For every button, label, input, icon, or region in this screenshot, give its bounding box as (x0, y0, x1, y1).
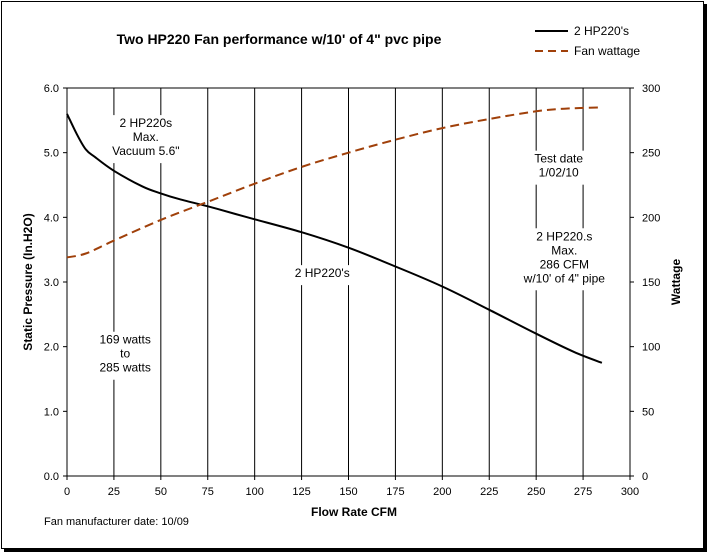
y-tick-label: 1.0 (44, 406, 59, 418)
x-tick-label: 175 (386, 486, 404, 498)
annotation-line: 2 HP220's (295, 266, 350, 280)
annotation-line: Test date (534, 152, 583, 166)
y2-axis-title: Wattage (669, 259, 683, 306)
x-tick-label: 200 (433, 486, 451, 498)
x-tick-label: 300 (621, 486, 639, 498)
annotation-line: 1/02/10 (539, 166, 579, 180)
manufacturer-date-note: Fan manufacturer date: 10/09 (44, 516, 189, 528)
y-tick-label: 2.0 (44, 342, 59, 354)
annotation-line: to (120, 347, 130, 361)
x-tick-label: 25 (108, 486, 120, 498)
y2-tick-label: 200 (642, 212, 660, 224)
annotation-line: 2 HP220.s (536, 229, 592, 243)
series-group (66, 106, 603, 364)
x-tick-label: 150 (339, 486, 357, 498)
y2-tick-label: 0 (642, 471, 648, 483)
y-axis-right: 0 50 100 150 200 250 300 (630, 83, 660, 483)
y2-tick-label: 150 (642, 277, 660, 289)
legend: 2 HP220's Fan wattage (535, 24, 640, 58)
x-tick-label: 275 (574, 486, 592, 498)
annotation-line: Max. (133, 130, 159, 144)
y-tick-label: 4.0 (44, 212, 59, 224)
y2-tick-label: 300 (642, 83, 660, 95)
annotation-background (104, 115, 188, 164)
x-tick-label: 100 (245, 486, 263, 498)
annotation-line: 286 CFM (540, 257, 589, 271)
x-tick-label: 125 (292, 486, 310, 498)
annotation-background (90, 331, 160, 380)
annotation-background (523, 150, 594, 185)
annotation-line: 2 HP220s (119, 116, 172, 130)
chart-title: Two HP220 Fan performance w/10' of 4" pv… (117, 31, 442, 47)
annotation-line: 285 watts (99, 361, 150, 375)
annotation-line: 169 watts (99, 333, 150, 347)
annotation-line: w/10' of 4" pipe (523, 271, 606, 285)
y2-tick-label: 100 (642, 342, 660, 354)
annotation-line: Vacuum 5.6" (112, 144, 179, 158)
legend-label-wattage: Fan wattage (574, 44, 640, 58)
y2-tick-label: 50 (642, 406, 654, 418)
x-axis: 0 25 50 75 100 125 150 175 200 225 250 275 300 (64, 476, 639, 498)
y-axis-left: 0.0 1.0 2.0 3.0 4.0 5.0 6.0 (44, 83, 67, 483)
x-tick-label: 75 (202, 486, 214, 498)
x-axis-title: Flow Rate CFM (311, 505, 397, 519)
legend-label-pressure: 2 HP220's (574, 24, 629, 38)
y-tick-label: 3.0 (44, 277, 59, 289)
annotation: 2 HP220's (287, 265, 357, 286)
y2-tick-label: 250 (642, 148, 660, 160)
series-line-pressure (66, 113, 603, 364)
annotation-line: Max. (551, 243, 577, 257)
x-tick-label: 50 (155, 486, 167, 498)
y-tick-label: 6.0 (44, 83, 59, 95)
x-tick-label: 250 (527, 486, 545, 498)
annotation-background (287, 265, 357, 286)
y-axis-title: Static Pressure (In.H2O) (21, 213, 35, 350)
y-tick-label: 0.0 (44, 471, 59, 483)
y-tick-label: 5.0 (44, 148, 59, 160)
x-tick-label: 0 (64, 486, 70, 498)
annotation-background (506, 228, 623, 291)
x-tick-label: 225 (480, 486, 498, 498)
